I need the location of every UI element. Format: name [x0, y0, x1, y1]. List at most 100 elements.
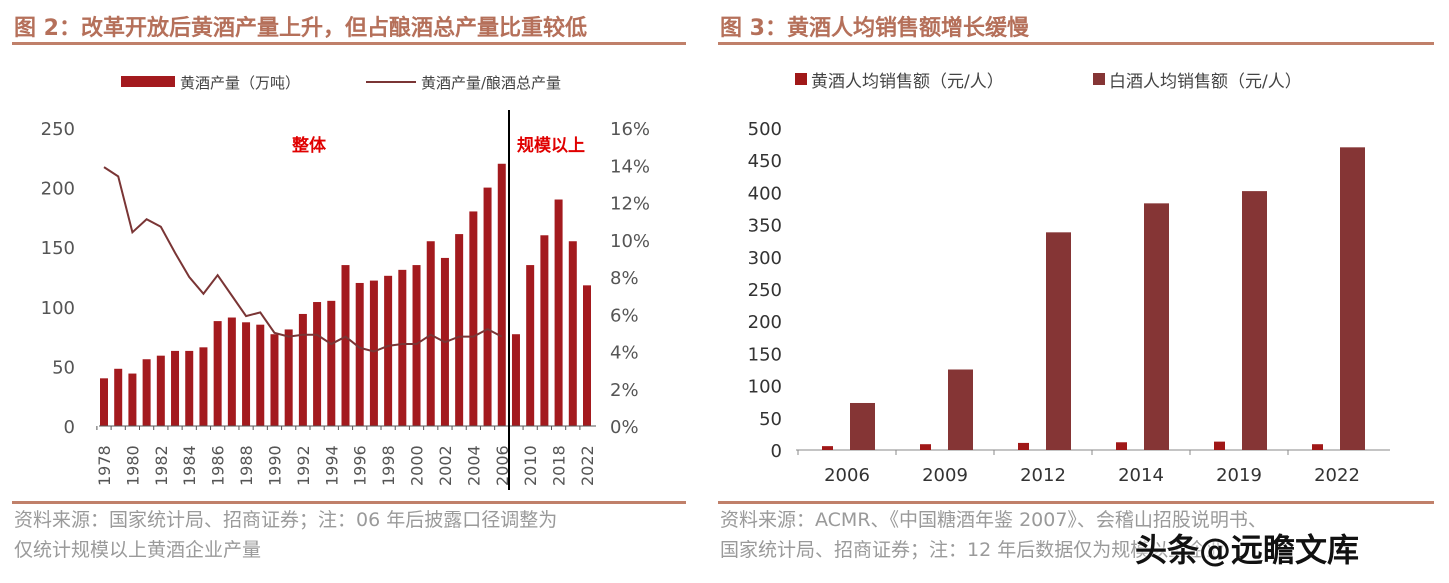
- chart-2-title-rule: [12, 42, 686, 45]
- y-tick-label: 200: [748, 312, 782, 333]
- x-tick-label: 2006: [493, 445, 512, 486]
- bar-2018: [554, 199, 563, 426]
- x-tick-label: 2022: [578, 445, 597, 486]
- y-tick-label: 500: [748, 119, 782, 140]
- y-tick-label: 250: [41, 119, 75, 140]
- y-tick-label: 0: [64, 417, 75, 438]
- x-tick-label: 1998: [379, 445, 398, 486]
- x-tick-label: 2006: [824, 465, 870, 486]
- x-tick-label: 2019: [1216, 465, 1262, 486]
- bar-baijiu-2009: [948, 369, 973, 450]
- y-tick-label: 150: [41, 238, 75, 259]
- bar-1991: [284, 329, 293, 426]
- bar-2010: [526, 265, 535, 426]
- chart-3-title: 图 3：黄酒人均销售额增长缓慢: [720, 16, 1029, 41]
- chart-2-title: 图 2：改革开放后黄酒产量上升，但占酿酒总产量比重较低: [14, 16, 587, 41]
- chart-3-title-rule: [718, 42, 1434, 45]
- y-tick-label: 50: [759, 409, 782, 430]
- y-tick-label: 300: [748, 248, 782, 269]
- x-tick-label: 1986: [209, 445, 228, 486]
- x-tick-label: 1988: [237, 445, 256, 486]
- annotation-overall: 整体: [292, 135, 327, 156]
- y2-tick-label: 0%: [610, 417, 639, 438]
- x-tick-label: 2018: [550, 445, 569, 486]
- bar-2006: [497, 163, 506, 426]
- bar-huangjiu-2006: [822, 446, 833, 450]
- y2-tick-label: 2%: [610, 380, 639, 401]
- bar-1978: [100, 378, 108, 426]
- bar-huangjiu-2009: [920, 444, 931, 450]
- annotation-above-scale: 规模以上: [517, 135, 585, 156]
- x-tick-label: 2012: [1020, 465, 1066, 486]
- y2-tick-label: 10%: [610, 231, 650, 252]
- y-tick-label: 100: [41, 298, 75, 319]
- legend-line-label: 黄酒产量/酿酒总产量: [421, 74, 561, 92]
- x-tick-label: 1978: [95, 445, 114, 486]
- bar-1986: [213, 321, 222, 426]
- bar-1988: [242, 322, 251, 426]
- x-tick-label: 2000: [408, 445, 427, 486]
- legend-baijiu-label: 白酒人均销售额（元/人）: [1109, 72, 1302, 92]
- y2-tick-label: 6%: [610, 305, 639, 326]
- bar-huangjiu-2019: [1214, 441, 1225, 450]
- y-tick-label: 100: [748, 377, 782, 398]
- chart-2-source-line: 仅统计规模以上黄酒企业产量: [14, 539, 262, 561]
- x-tick-label: 2022: [1314, 465, 1360, 486]
- y-tick-label: 0: [771, 441, 782, 462]
- x-tick-label: 2010: [521, 445, 540, 486]
- chart-3-source-line: 资料来源：ACMR、《中国糖酒年鉴 2007》、会稽山招股说明书、: [720, 509, 1267, 531]
- y-tick-label: 200: [41, 179, 75, 200]
- watermark: 头条@远瞻文库: [1135, 531, 1360, 569]
- bar-1998: [384, 275, 393, 426]
- bar-2020: [568, 241, 577, 426]
- legend-baijiu-swatch: [1093, 73, 1105, 85]
- bar-1996: [355, 282, 364, 426]
- bar-1980: [128, 373, 137, 426]
- x-tick-label: 1992: [294, 445, 313, 486]
- chart-3-source-rule: [718, 501, 1434, 504]
- chart-2-source-line: 资料来源：国家统计局、招商证券；注：06 年后披露口径调整为: [14, 509, 558, 531]
- bar-baijiu-2012: [1046, 232, 1071, 450]
- y2-tick-label: 8%: [610, 268, 639, 289]
- bar-1983: [171, 350, 180, 426]
- y2-tick-label: 12%: [610, 194, 650, 215]
- y2-tick-label: 4%: [610, 343, 639, 364]
- x-tick-label: 1990: [265, 445, 284, 486]
- bar-1981: [142, 359, 151, 426]
- bar-1984: [185, 350, 194, 426]
- bar-2003: [455, 234, 464, 426]
- x-tick-label: 1982: [152, 445, 171, 486]
- x-tick-label: 2009: [922, 465, 968, 486]
- bar-1999: [398, 269, 407, 426]
- x-tick-label: 1994: [322, 445, 341, 486]
- bar-huangjiu-2012: [1018, 442, 1029, 450]
- bar-1992: [298, 313, 307, 426]
- x-tick-label: 2014: [1118, 465, 1164, 486]
- bar-2005: [483, 187, 492, 426]
- chart-3-source-line: 国家统计局、招商证券；注：12 年后数据仅为规模以上企业: [720, 539, 1226, 561]
- y-tick-label: 400: [748, 183, 782, 204]
- y-tick-label: 450: [748, 151, 782, 172]
- bar-huangjiu-2022: [1312, 444, 1323, 450]
- y-tick-label: 150: [748, 344, 782, 365]
- x-tick-label: 1980: [123, 445, 142, 486]
- bar-1993: [313, 302, 322, 426]
- bar-2000: [412, 265, 421, 426]
- y2-tick-label: 16%: [610, 119, 650, 140]
- y-tick-label: 350: [748, 216, 782, 237]
- y2-tick-label: 14%: [610, 156, 650, 177]
- chart-2-source: 资料来源：国家统计局、招商证券；注：06 年后披露口径调整为 仅统计规模以上黄酒…: [14, 505, 557, 565]
- x-tick-label: 2002: [436, 445, 455, 486]
- legend-huangjiu-swatch: [795, 73, 807, 85]
- bar-1987: [227, 317, 236, 426]
- x-tick-label: 1996: [351, 445, 370, 486]
- legend-huangjiu-label: 黄酒人均销售额（元/人）: [811, 72, 1004, 92]
- bar-1982: [156, 355, 165, 426]
- bar-1979: [114, 368, 123, 426]
- x-tick-label: 2004: [464, 445, 483, 486]
- bar-2008: [511, 334, 520, 426]
- bar-huangjiu-2014: [1116, 442, 1127, 450]
- legend-bar-label: 黄酒产量（万吨）: [180, 74, 300, 92]
- bar-baijiu-2014: [1144, 203, 1169, 450]
